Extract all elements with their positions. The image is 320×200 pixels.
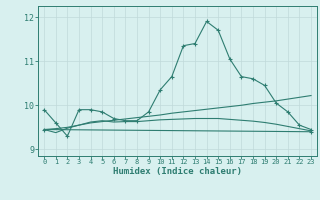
X-axis label: Humidex (Indice chaleur): Humidex (Indice chaleur) (113, 167, 242, 176)
